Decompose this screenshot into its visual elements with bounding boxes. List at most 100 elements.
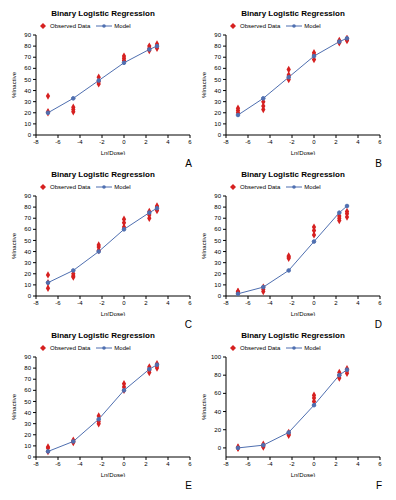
svg-text:-2: -2 [289,300,295,306]
svg-text:60: 60 [24,387,31,393]
svg-text:90: 90 [214,32,221,38]
svg-text:4: 4 [166,461,170,467]
svg-text:2: 2 [144,300,148,306]
svg-text:-8: -8 [33,300,39,306]
svg-text:0: 0 [28,132,32,138]
svg-text:70: 70 [214,54,221,60]
svg-text:60: 60 [214,390,221,396]
svg-text:30: 30 [214,260,221,266]
svg-text:40: 40 [214,409,221,415]
svg-text:60: 60 [214,226,221,232]
svg-text:80: 80 [214,43,221,49]
svg-text:90: 90 [24,193,31,199]
svg-text:-2: -2 [99,461,105,467]
svg-text:50: 50 [214,77,221,83]
svg-text:0: 0 [312,300,316,306]
svg-text:-4: -4 [267,300,273,306]
svg-text:-2: -2 [289,139,295,145]
svg-text:-4: -4 [267,461,273,467]
svg-text:30: 30 [24,421,31,427]
svg-text:10: 10 [24,443,31,449]
svg-text:Ln(Dose): Ln(Dose) [291,472,316,477]
svg-text:50: 50 [24,399,31,405]
svg-text:30: 30 [24,99,31,105]
svg-text:0: 0 [218,132,222,138]
svg-text:80: 80 [214,204,221,210]
svg-text:-6: -6 [245,461,251,467]
svg-text:10: 10 [214,282,221,288]
svg-text:6: 6 [188,139,192,145]
svg-text:70: 70 [24,215,31,221]
svg-text:0: 0 [28,454,32,460]
svg-text:50: 50 [24,238,31,244]
svg-text:4: 4 [356,300,360,306]
svg-text:-4: -4 [77,139,83,145]
svg-text:4: 4 [356,461,360,467]
svg-text:-2: -2 [289,461,295,467]
svg-text:6: 6 [378,461,382,467]
svg-text:-4: -4 [77,461,83,467]
svg-text:Ln(Dose): Ln(Dose) [101,150,126,155]
svg-text:2: 2 [144,139,148,145]
svg-text:50: 50 [24,77,31,83]
svg-text:0: 0 [122,300,126,306]
svg-text:50: 50 [214,238,221,244]
svg-text:40: 40 [24,88,31,94]
svg-text:%Inactive: %Inactive [201,393,207,420]
svg-text:-8: -8 [33,461,39,467]
svg-text:6: 6 [188,300,192,306]
svg-text:%Inactive: %Inactive [201,71,207,98]
svg-text:2: 2 [334,139,338,145]
svg-text:2: 2 [334,300,338,306]
svg-text:30: 30 [24,260,31,266]
svg-text:4: 4 [356,139,360,145]
svg-text:90: 90 [24,32,31,38]
svg-text:0: 0 [122,139,126,145]
svg-text:4: 4 [166,139,170,145]
svg-text:Ln(Dose): Ln(Dose) [101,472,126,477]
svg-text:Ln(Dose): Ln(Dose) [291,150,316,155]
svg-text:90: 90 [24,354,31,360]
svg-text:0: 0 [122,461,126,467]
svg-text:-8: -8 [223,139,229,145]
svg-text:70: 70 [214,215,221,221]
svg-text:2: 2 [334,461,338,467]
svg-text:30: 30 [214,99,221,105]
svg-text:70: 70 [24,54,31,60]
svg-text:Ln(Dose): Ln(Dose) [291,311,316,316]
svg-text:6: 6 [378,300,382,306]
svg-text:0: 0 [218,445,222,451]
svg-text:20: 20 [24,110,31,116]
svg-text:0: 0 [312,139,316,145]
svg-text:10: 10 [214,121,221,127]
svg-text:-8: -8 [33,139,39,145]
svg-text:40: 40 [214,88,221,94]
svg-text:-4: -4 [267,139,273,145]
svg-text:10: 10 [24,282,31,288]
svg-text:20: 20 [24,271,31,277]
svg-text:80: 80 [214,372,221,378]
svg-text:90: 90 [214,193,221,199]
svg-text:-8: -8 [223,461,229,467]
svg-text:20: 20 [214,271,221,277]
svg-text:-6: -6 [245,300,251,306]
svg-text:Ln(Dose): Ln(Dose) [101,311,126,316]
svg-text:40: 40 [24,249,31,255]
svg-text:-6: -6 [55,139,61,145]
svg-text:80: 80 [24,204,31,210]
svg-text:6: 6 [378,139,382,145]
svg-text:%Inactive: %Inactive [11,393,17,420]
svg-text:80: 80 [24,43,31,49]
svg-text:2: 2 [144,461,148,467]
svg-text:6: 6 [188,461,192,467]
svg-text:-6: -6 [245,139,251,145]
svg-text:100: 100 [211,354,222,360]
svg-text:%Inactive: %Inactive [201,232,207,259]
svg-text:4: 4 [166,300,170,306]
svg-text:-4: -4 [77,300,83,306]
svg-text:-6: -6 [55,461,61,467]
svg-text:-2: -2 [99,300,105,306]
svg-text:60: 60 [24,65,31,71]
svg-text:70: 70 [24,376,31,382]
svg-text:0: 0 [218,293,222,299]
